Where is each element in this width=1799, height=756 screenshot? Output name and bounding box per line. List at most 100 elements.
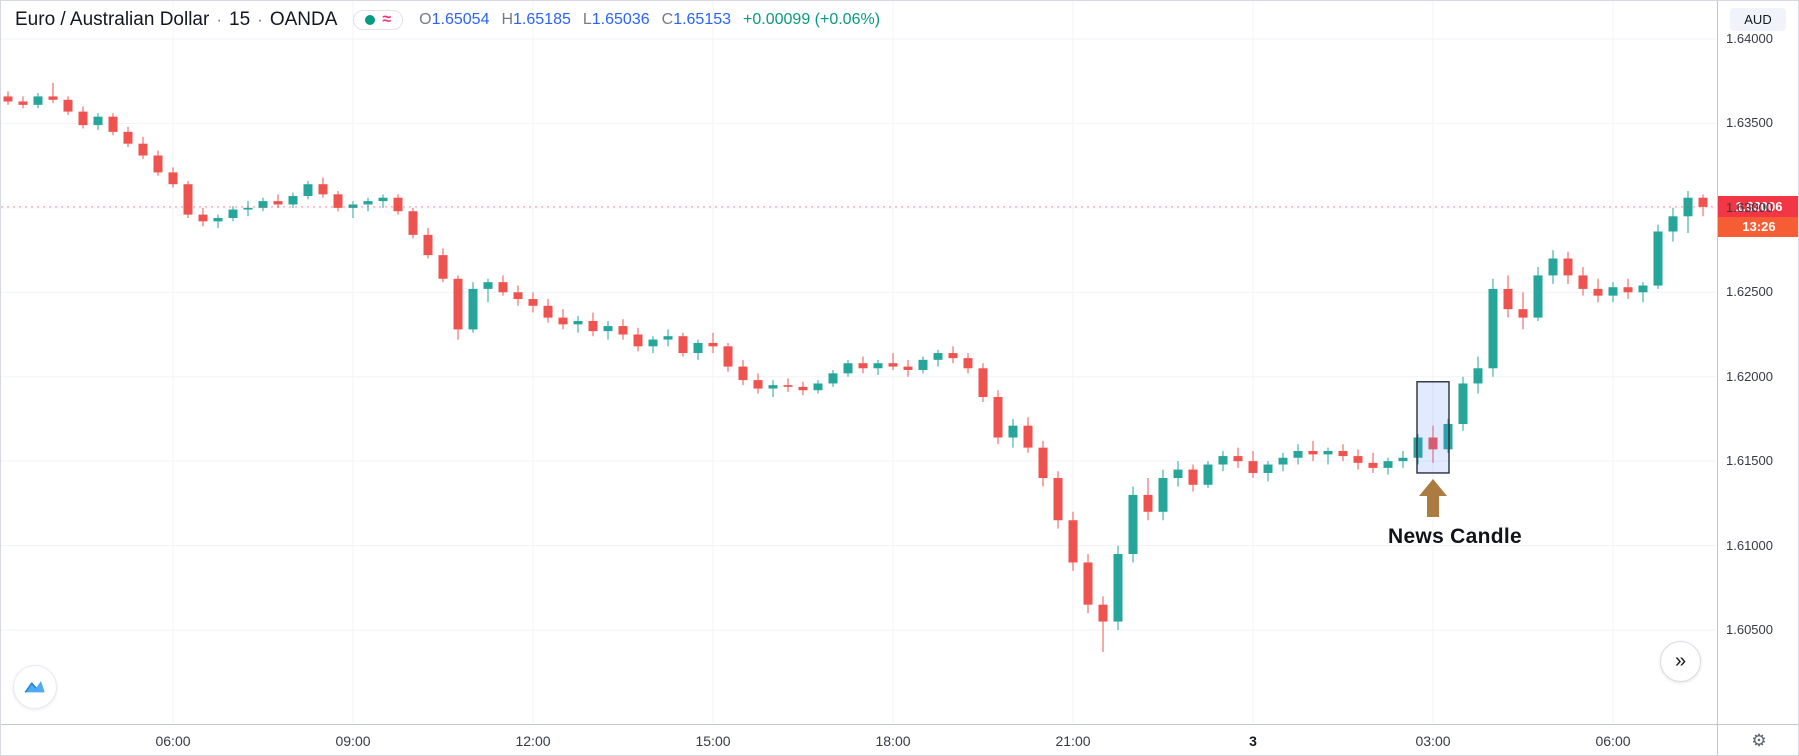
change-value: +0.00099 (+0.06%): [743, 11, 881, 28]
title-separator: ·: [216, 10, 222, 29]
symbol-title-row[interactable]: Euro / Australian Dollar · 15 · OANDA: [15, 9, 337, 31]
candle: [1413, 434, 1423, 465]
price-axis-label: 1.61000: [1726, 537, 1773, 553]
candle: [1503, 275, 1513, 318]
gear-icon[interactable]: ⚙: [1751, 731, 1767, 750]
candle: [1098, 596, 1108, 652]
chart-header: Euro / Australian Dollar · 15 · OANDA ≈ …: [15, 9, 880, 31]
scroll-to-realtime-button[interactable]: »: [1660, 641, 1701, 682]
candle: [873, 359, 883, 376]
time-axis-label: 21:00: [1055, 733, 1091, 749]
candle: [783, 378, 793, 392]
last-price-badge: 1.63006: [1718, 196, 1798, 218]
candle: [903, 359, 913, 377]
candle: [258, 197, 268, 212]
price-axis[interactable]: AUD 1.63006 13:26 1.64000 1.63500 1.63000 1…: [1717, 1, 1798, 724]
candle: [573, 315, 583, 333]
candle: [378, 194, 388, 208]
price-axis-label: 1.64000: [1726, 31, 1773, 46]
candle: [1173, 461, 1183, 487]
candle: [93, 113, 103, 131]
symbol-name[interactable]: Euro / Australian Dollar: [15, 9, 210, 30]
candle: [1038, 440, 1048, 487]
candle: [1668, 207, 1678, 242]
candle: [1053, 471, 1063, 529]
candle: [888, 353, 898, 370]
candle: [1128, 486, 1138, 563]
approx-icon: ≈: [382, 11, 392, 28]
candle: [1683, 190, 1693, 234]
candle: [468, 282, 478, 333]
candle: [1653, 224, 1663, 289]
candle: [1203, 461, 1213, 489]
candle: [543, 299, 553, 323]
candle: [408, 207, 418, 239]
candle: [693, 339, 703, 360]
candle: [393, 194, 403, 215]
close-value: C1.65153: [661, 11, 732, 28]
time-axis-label: 12:00: [515, 733, 551, 749]
tradingview-logo-icon: [24, 681, 45, 693]
price-axis-label: 1.62500: [1726, 284, 1773, 300]
candle: [3, 91, 13, 105]
time-axis[interactable]: 06:00 09:00 12:00 15:00 18:00 21:00 3 03:00 06:0…: [1, 724, 1717, 755]
candle: [1443, 418, 1453, 453]
candle: [603, 320, 613, 340]
candle: [1548, 250, 1558, 284]
bar-countdown-badge: 13:26: [1718, 217, 1798, 238]
candle: [243, 201, 253, 217]
candle: [1428, 425, 1438, 463]
candle: [633, 327, 643, 352]
candle: [438, 248, 448, 283]
candle: [1113, 545, 1123, 630]
candle: [768, 380, 778, 397]
candle: [453, 275, 463, 340]
candle: [1188, 464, 1198, 492]
candle: [678, 332, 688, 357]
candle: [1068, 511, 1078, 571]
candle: [333, 190, 343, 212]
candle: [273, 194, 283, 208]
candle: [738, 359, 748, 386]
candle: [813, 380, 823, 394]
tradingview-logo[interactable]: [13, 665, 57, 709]
candle: [1158, 469, 1168, 521]
candle: [1563, 251, 1573, 284]
candle: [618, 319, 628, 340]
candle: [918, 356, 928, 374]
candle: [108, 113, 118, 136]
candle: [1473, 356, 1483, 394]
time-axis-label: 15:00: [695, 733, 731, 749]
symbol-status-pill[interactable]: ≈: [353, 10, 404, 30]
candle: [78, 106, 88, 129]
candle: [1218, 451, 1228, 472]
candlestick-chart[interactable]: [1, 1, 1717, 724]
news-candle-label: News Candle: [1387, 524, 1523, 548]
candle: [363, 197, 373, 212]
candle: [858, 356, 868, 374]
candle: [1008, 418, 1018, 448]
candle: [648, 336, 658, 354]
time-axis-label: 06:00: [1595, 733, 1631, 749]
candle: [753, 373, 763, 394]
candle: [18, 96, 28, 109]
candle: [1593, 278, 1603, 303]
time-axis-label: 03:00: [1415, 733, 1451, 749]
candle: [1353, 449, 1363, 470]
news-candle-highlight-box: [1416, 381, 1450, 474]
interval-label[interactable]: 15: [229, 9, 251, 30]
candle: [843, 359, 853, 377]
low-value: L1.65036: [582, 11, 650, 28]
open-value: O1.65054: [419, 11, 490, 28]
axis-corner: ⚙: [1717, 724, 1798, 755]
exchange-label[interactable]: OANDA: [269, 9, 338, 30]
currency-badge[interactable]: AUD: [1730, 8, 1786, 31]
candles-layer: [3, 82, 1708, 652]
candle: [663, 329, 673, 347]
chart-plot-area[interactable]: Euro / Australian Dollar · 15 · OANDA ≈ …: [1, 1, 1717, 724]
candle: [513, 285, 523, 306]
candle: [423, 228, 433, 259]
candle: [498, 275, 508, 296]
time-axis-label: 09:00: [335, 733, 371, 749]
